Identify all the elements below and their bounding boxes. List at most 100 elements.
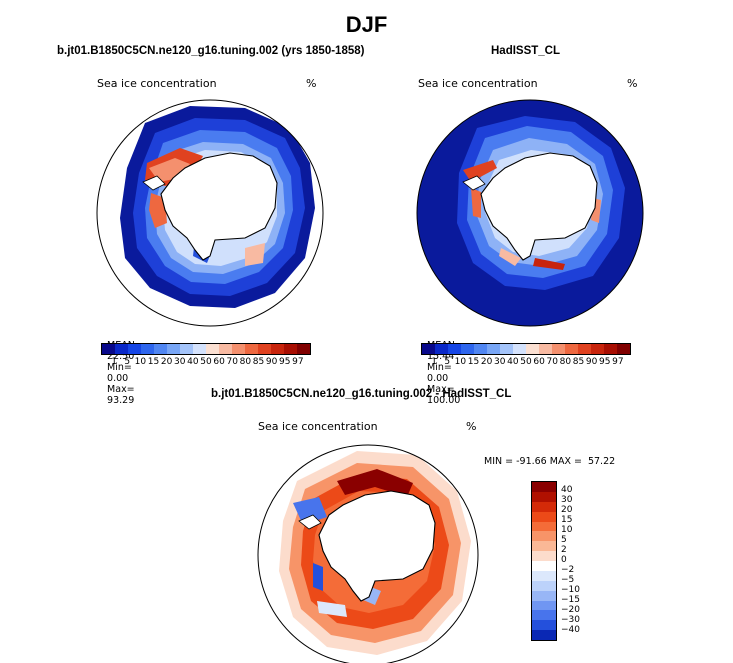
colorbar-left-labels: 1 5 10 15 20 30 40 50 60 70 80 85 90 95 97 [101, 357, 311, 369]
colorbar-left-swatch [271, 344, 284, 354]
colorbar-left-tick-label: 5 [124, 357, 131, 367]
colorbar-left-swatch [102, 344, 115, 354]
colorbar-right-swatch [565, 344, 578, 354]
panel-left-title: b.jt01.B1850C5CN.ne120_g16.tuning.002 (y… [57, 45, 365, 57]
colorbar-left-tick-label: 10 [134, 357, 147, 367]
colorbar-diff-tick-label: −40 [561, 625, 580, 635]
panel-right-title: HadISST_CL [491, 45, 561, 57]
colorbar-diff-swatch [532, 610, 556, 621]
colorbar-left-swatch [232, 344, 245, 354]
colorbar-left-tick-label: 50 [200, 357, 212, 367]
colorbar-left-swatch [193, 344, 206, 354]
colorbar-right-swatch [435, 344, 448, 354]
colorbar-right-tick-label: 90 [585, 357, 598, 367]
panel-right-min-label: Min= [427, 362, 452, 373]
colorbar-right-labels: 1 5 10 15 20 30 40 50 60 70 80 85 90 95 97 [421, 357, 631, 369]
panel-right-variable: Sea ice concentration [418, 77, 538, 90]
colorbar-right-swatch [487, 344, 500, 354]
colorbar-diff-tick-label: −20 [561, 605, 580, 615]
colorbar-left-tick-label: 20 [160, 357, 173, 367]
colorbar-diff-tick-label: 5 [561, 535, 567, 545]
colorbar-left-swatch [128, 344, 141, 354]
colorbar-diff-tick-label: 40 [561, 485, 573, 495]
panel-right-min-value: 0.00 [427, 373, 449, 384]
map-right-obs [416, 99, 644, 327]
panel-right-mean-value: 15.44 [427, 351, 455, 362]
colorbar-diff-swatch [532, 511, 556, 522]
colorbar-diff-tick-label: −30 [561, 615, 580, 625]
colorbar-right-tick-label: 80 [559, 357, 572, 367]
colorbar-diff-swatch [532, 600, 556, 611]
colorbar-right-swatch [474, 344, 487, 354]
colorbar-right [421, 343, 631, 355]
colorbar-right-tick-label: 60 [533, 357, 545, 367]
colorbar-right-swatch [617, 344, 630, 354]
map-left-model [96, 99, 324, 327]
colorbar-right-swatch [552, 344, 565, 354]
diff-panel-units: % [466, 420, 477, 433]
colorbar-diff-swatch [532, 541, 556, 552]
colorbar-left-swatch [284, 344, 297, 354]
colorbar-diff-swatch [532, 630, 556, 640]
colorbar-diff-swatch [532, 570, 556, 581]
colorbar-diff: 40 30 20 15 10 5 2 0 −2 −5 −10 −15 −20 −30 −40 [531, 481, 611, 651]
colorbar-right-tick-label: 20 [480, 357, 493, 367]
diff-panel-minmax: MIN = -91.66 MAX = 57.22 [484, 456, 616, 467]
panel-left-variable: Sea ice concentration [97, 77, 217, 90]
colorbar-left-swatch [141, 344, 154, 354]
colorbar-right-swatch [591, 344, 604, 354]
panel-left-units: % [306, 77, 317, 90]
colorbar-left-swatch [115, 344, 128, 354]
colorbar-diff-tick-label: 20 [561, 505, 573, 515]
colorbar-right-swatch [448, 344, 461, 354]
panel-right-max-value: 100.00 [427, 395, 461, 406]
colorbar-left-swatch [154, 344, 167, 354]
colorbar-diff-swatch [532, 521, 556, 532]
panel-left-mean-value: 22.50 [107, 351, 135, 362]
colorbar-diff-tick-label: −2 [561, 565, 575, 575]
colorbar-diff-swatch [532, 551, 556, 561]
colorbar-left-tick-label: 30 [174, 357, 186, 367]
colorbar-left-swatch [206, 344, 219, 354]
colorbar-diff-swatch [532, 620, 556, 631]
colorbar-left-tick-label: 90 [265, 357, 278, 367]
colorbar-right-tick-label: 70 [546, 357, 558, 367]
colorbar-diff-swatch [532, 491, 556, 502]
colorbar-right-tick-label: 97 [612, 357, 624, 367]
panel-left-min-value: 0.00 [107, 373, 129, 384]
colorbar-left-tick-label: 40 [187, 357, 199, 367]
colorbar-right-tick-label: 50 [520, 357, 532, 367]
colorbar-left-tick-label: 15 [147, 357, 160, 367]
colorbar-left-tick-label: 60 [213, 357, 225, 367]
colorbar-right-swatch [526, 344, 539, 354]
colorbar-right-tick-label: 40 [507, 357, 519, 367]
colorbar-diff-swatch [532, 580, 556, 591]
diff-panel-title: b.jt01.B1850C5CN.ne120_g16.tuning.002 - … [211, 388, 512, 400]
colorbar-right-swatch [500, 344, 513, 354]
colorbar-right-swatch [422, 344, 435, 354]
diff-panel-variable: Sea ice concentration [258, 420, 378, 433]
colorbar-right-tick-label: 5 [444, 357, 451, 367]
colorbar-diff-tick-label: 0 [561, 555, 567, 565]
colorbar-diff-swatch [532, 501, 556, 512]
panel-right-units: % [627, 77, 638, 90]
colorbar-diff-swatch [532, 531, 556, 542]
colorbar-diff-tick-label: −15 [561, 595, 580, 605]
colorbar-right-swatch [539, 344, 552, 354]
colorbar-left-tick-label: 95 [279, 357, 291, 367]
colorbar-diff-tick-label: 30 [561, 495, 573, 505]
colorbar-left-swatch [245, 344, 258, 354]
colorbar-diff-tick-label: 10 [561, 525, 573, 535]
colorbar-diff-tick-label: −10 [561, 585, 580, 595]
colorbar-diff-swatch [532, 561, 556, 571]
colorbar-left-swatch [219, 344, 232, 354]
colorbar-left-swatch [167, 344, 180, 354]
colorbar-right-tick-label: 95 [599, 357, 611, 367]
colorbar-left-tick-label: 85 [252, 357, 265, 367]
colorbar-diff-tick-label: 2 [561, 545, 567, 555]
colorbar-left-tick-label: 1 [111, 357, 117, 367]
colorbar-diff-swatch [532, 482, 556, 492]
colorbar-diff-tick-label: 15 [561, 515, 573, 525]
colorbar-left-tick-label: 80 [239, 357, 252, 367]
panel-right-max-label: Max= [427, 384, 455, 395]
